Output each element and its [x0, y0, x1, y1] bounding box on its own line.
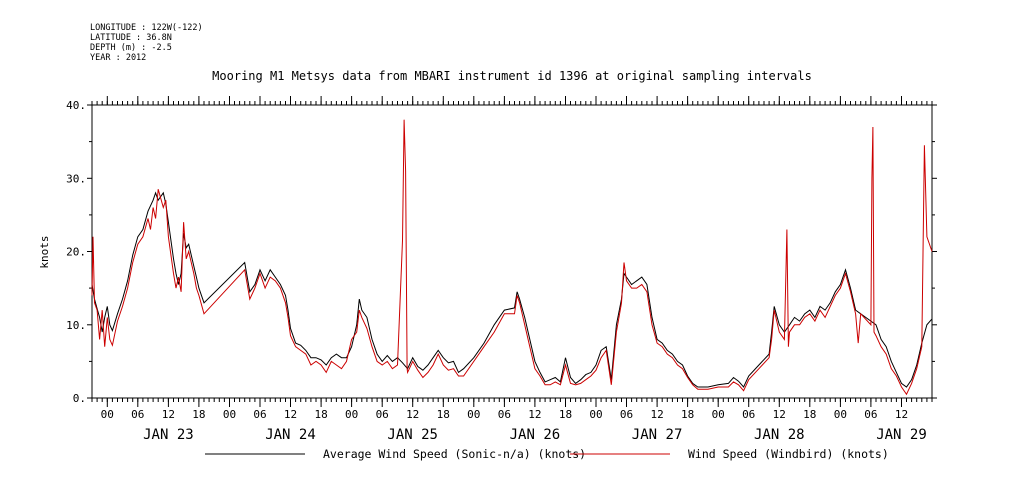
legend-label-windbird-wind-speed: Wind Speed (Windbird) (knots)	[688, 447, 889, 461]
y-axis-ticks: 0. 10. 20. 30. 40.	[66, 99, 937, 405]
x-hour-tick-label: 00	[589, 408, 602, 421]
x-day-label: JAN 24	[265, 427, 316, 443]
x-hour-tick-label: 12	[528, 408, 541, 421]
x-hour-tick-label: 18	[437, 408, 450, 421]
x-hour-tick-label: 00	[467, 408, 480, 421]
x-hour-tick-label: 00	[101, 408, 114, 421]
x-day-label: JAN 23	[143, 427, 194, 443]
year-label: YEAR : 2012	[90, 53, 146, 63]
series-line-windbird-wind-speed	[91, 119, 933, 396]
x-hour-tick-label: 12	[895, 408, 908, 421]
x-hour-tick-label: 06	[253, 408, 266, 421]
x-hour-tick-label: 00	[834, 408, 847, 421]
x-hour-tick-label: 00	[345, 408, 358, 421]
x-hour-tick-label: 06	[131, 408, 144, 421]
x-day-label: JAN 25	[387, 427, 438, 443]
y-axis-label: knots	[38, 235, 51, 268]
x-hour-tick-label: 18	[192, 408, 205, 421]
x-hour-tick-label: 18	[559, 408, 572, 421]
x-hour-tick-label: 12	[406, 408, 419, 421]
series-layer	[91, 119, 933, 396]
minor-ticks	[91, 101, 933, 402]
x-day-label: JAN 28	[754, 427, 805, 443]
x-axis-ticks: 00 06 12 18 00 06 12 18 00 06 12 18 00 06 12 18 00 06 12 18…	[101, 96, 908, 421]
x-hour-tick-label: 12	[162, 408, 175, 421]
x-hour-tick-label: 12	[650, 408, 663, 421]
series-line-average-wind-speed	[91, 191, 933, 388]
x-day-label: JAN 29	[876, 427, 927, 443]
legend-label-average-wind-speed: Average Wind Speed (Sonic-n/a) (knots)	[323, 447, 586, 461]
legend: Average Wind Speed (Sonic-n/a) (knots) W…	[205, 447, 889, 461]
x-hour-tick-label: 06	[620, 408, 633, 421]
x-hour-tick-label: 06	[864, 408, 877, 421]
chart-title: Mooring M1 Metsys data from MBARI instru…	[212, 69, 812, 83]
y-tick-label: 0.	[73, 392, 86, 405]
x-hour-tick-label: 00	[223, 408, 236, 421]
x-hour-tick-label: 00	[712, 408, 725, 421]
longitude-label: LONGITUDE : 122W(-122)	[90, 23, 203, 33]
y-tick-label: 20.	[66, 246, 86, 259]
x-hour-tick-label: 06	[376, 408, 389, 421]
y-tick-label: 10.	[66, 319, 86, 332]
latitude-label: LATITUDE : 36.8N	[90, 33, 172, 43]
x-hour-tick-label: 06	[498, 408, 511, 421]
x-hour-tick-label: 12	[773, 408, 786, 421]
x-hour-tick-label: 18	[803, 408, 816, 421]
x-day-label: JAN 27	[632, 427, 683, 443]
depth-label: DEPTH (m) : -2.5	[90, 43, 172, 53]
x-day-label: JAN 26	[510, 427, 561, 443]
x-hour-tick-label: 12	[284, 408, 297, 421]
plot-frame	[91, 104, 933, 399]
x-hour-tick-label: 06	[742, 408, 755, 421]
day-labels: JAN 23 JAN 24 JAN 25 JAN 26 JAN 27 JAN 28 JAN …	[143, 427, 927, 443]
x-hour-tick-label: 18	[681, 408, 694, 421]
y-tick-label: 30.	[66, 172, 86, 185]
y-tick-label: 40.	[66, 99, 86, 112]
x-hour-tick-label: 18	[314, 408, 327, 421]
